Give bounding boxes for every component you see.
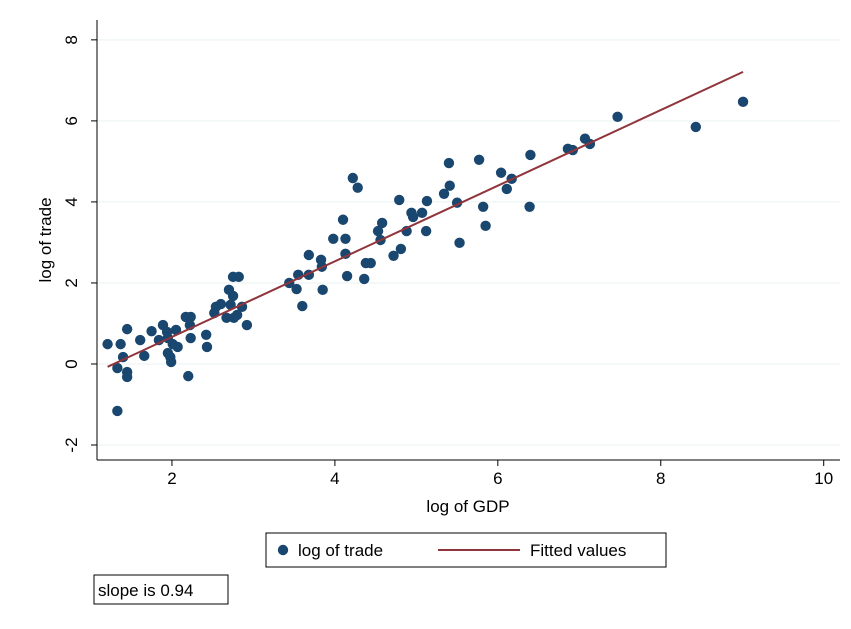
point [291,283,302,295]
fit-line [107,70,744,368]
point [241,319,253,331]
point [477,201,489,212]
x-axis-title: log of GDP [426,497,509,516]
point [170,324,182,336]
legend-label: log of trade [298,541,383,560]
point [297,300,308,312]
y-tick-label: 4 [62,197,81,206]
point [690,121,701,133]
point [341,270,353,282]
point [231,309,243,321]
point [121,323,133,335]
point [233,271,244,283]
point [416,207,428,219]
point [352,182,363,193]
point [215,298,227,310]
point [388,250,399,262]
point [227,290,239,302]
point [359,273,370,285]
point [365,257,376,269]
point [454,237,465,249]
point [394,194,405,206]
point [395,243,407,255]
point [480,220,491,232]
point [165,356,177,368]
point [146,325,157,337]
point [612,111,623,123]
x-tick-label: 8 [656,469,665,488]
x-tick-label: 10 [814,469,833,488]
point [737,96,749,108]
point [185,332,196,344]
point [221,312,232,323]
point [473,154,485,165]
point [525,149,536,161]
point [200,329,212,341]
x-tick-label: 6 [493,469,502,488]
point [185,311,196,323]
point [139,350,150,362]
point [340,233,351,244]
point [495,167,507,178]
point [421,195,433,207]
y-axis-title: log of trade [36,197,55,282]
x-tick-label: 2 [167,469,176,488]
point [201,341,213,353]
y-tick-label: 0 [62,359,81,368]
point [347,172,359,184]
point [376,217,388,229]
point [121,371,133,383]
point [407,211,419,223]
point [102,338,113,350]
point [317,284,328,296]
point [303,249,315,261]
point [438,188,450,200]
point [444,180,455,191]
y-tick-label: -2 [62,437,81,452]
point [328,233,339,244]
point [112,362,123,374]
point [117,351,129,363]
point [372,225,384,237]
point [524,201,535,212]
point [337,214,349,225]
point [443,157,455,169]
x-tick-label: 4 [330,469,339,488]
point [112,405,123,417]
y-tick-label: 6 [62,116,81,125]
point [134,334,146,346]
point [183,370,194,382]
y-tick-label: 8 [62,35,81,44]
legend-label: Fitted values [530,541,626,560]
point [172,341,183,353]
y-tick-label: 2 [62,278,81,287]
legend-marker [277,544,289,556]
point [115,338,126,350]
point [501,183,512,195]
point [420,225,432,237]
note-box [93,574,229,605]
point [340,248,351,259]
note: slope is 0.94 [98,581,193,600]
